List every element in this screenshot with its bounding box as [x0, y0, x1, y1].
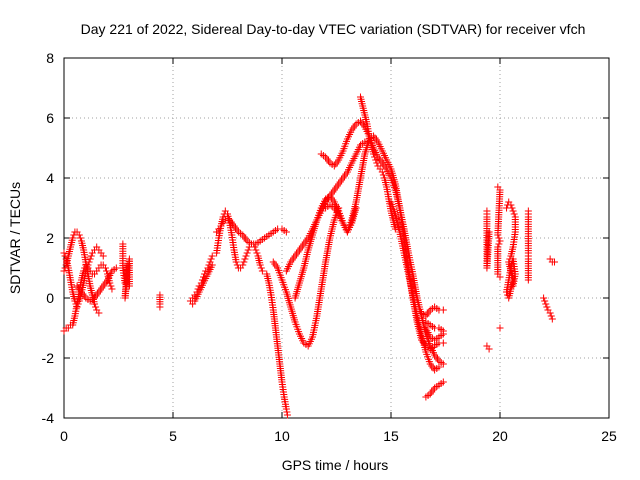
arc-h-point [251, 243, 259, 251]
arc-w-point [510, 210, 518, 218]
arc-h-point [243, 249, 251, 257]
arc-c-point [95, 309, 103, 317]
arc-p-point [371, 153, 379, 161]
arc-h-point [239, 261, 247, 269]
arc-p-point [378, 168, 386, 176]
arc-w-point [504, 291, 512, 299]
arc-v-point [495, 240, 503, 248]
arc-v-point [496, 237, 504, 245]
arc-w-point [508, 204, 516, 212]
arc-a-point [87, 252, 95, 260]
arc-t-point [439, 378, 447, 386]
arc-p-point [373, 159, 381, 167]
arc-i-point [282, 228, 290, 236]
y-axis-ticks: -4 -2 0 2 4 6 8 [42, 50, 609, 426]
arc-a-point [86, 255, 94, 263]
arc-s-point [439, 327, 447, 335]
arc-h-point [252, 246, 260, 254]
arc-c-point [92, 303, 100, 311]
arc-y-point [547, 312, 555, 320]
y-tick-label: 0 [46, 290, 54, 306]
arc-q-point [435, 363, 443, 371]
arc-h-point [242, 252, 250, 260]
x-tick-label: 0 [60, 428, 68, 444]
arc-c-point [69, 234, 77, 242]
arc-p-point [370, 150, 378, 158]
arc-e-point [125, 282, 133, 290]
y-tick-label: 8 [46, 50, 54, 66]
arc-j-point [283, 411, 291, 419]
arc-h-point [241, 255, 249, 263]
chart-title: Day 221 of 2022, Sidereal Day-to-day VTE… [81, 21, 586, 37]
arc-h-point [256, 261, 264, 269]
grid [64, 58, 609, 418]
arc-c-point [76, 234, 84, 242]
arc-p-point [372, 156, 380, 164]
arc-n-point [352, 204, 360, 212]
arc-c-point [61, 264, 69, 272]
x-tick-label: 15 [383, 428, 399, 444]
arc-y-point [542, 300, 550, 308]
y-tick-label: 2 [46, 230, 54, 246]
arc-v-point [495, 234, 503, 242]
arc-p-point [391, 225, 399, 233]
arc-h-point [232, 258, 240, 266]
arc-m-point [439, 339, 447, 347]
arc-v-point [494, 231, 502, 239]
arc-y-point [548, 315, 556, 323]
arc-v-point [496, 273, 504, 281]
y-tick-label: -2 [42, 350, 55, 366]
arc-c-point [91, 300, 99, 308]
arc-j-point [283, 408, 291, 416]
arc-w-point [509, 282, 517, 290]
x-tick-label: 25 [601, 428, 617, 444]
arc-y-point [551, 258, 558, 266]
arc-d-point [112, 264, 120, 272]
arc-h-point [257, 264, 265, 272]
arc-b-point [107, 282, 115, 290]
arc-w-point [509, 207, 517, 215]
x-tick-label: 5 [169, 428, 177, 444]
arc-f-point [156, 303, 164, 311]
arc-o-point [439, 360, 447, 368]
arc-h-point [244, 246, 252, 254]
arc-b-point [108, 285, 116, 293]
x-tick-label: 10 [274, 428, 290, 444]
arc-r-point [439, 306, 447, 314]
arc-v-point [496, 324, 504, 332]
arc-h-point [240, 258, 248, 266]
arc-b-point [101, 264, 109, 272]
arc-w-point [507, 201, 515, 209]
arc-g-point [208, 261, 216, 269]
arc-c-point [60, 267, 68, 275]
y-tick-label: 6 [46, 110, 54, 126]
arc-h-point [258, 267, 266, 275]
arc-h-point [253, 249, 261, 257]
arc-y-point [540, 294, 548, 302]
arc-b-point [80, 267, 88, 275]
arc-g-point [208, 252, 216, 260]
arc-y-point [541, 297, 549, 305]
y-tick-label: -4 [42, 410, 55, 426]
data-points [60, 93, 558, 419]
arc-u-point [485, 228, 493, 236]
arc-x-point [524, 276, 532, 284]
arc-c-point [75, 231, 83, 239]
arc-g-point [207, 255, 215, 263]
y-tick-label: 4 [46, 170, 54, 186]
y-axis-label: SDTVAR / TECUs [7, 182, 23, 294]
arc-u-point [485, 345, 493, 353]
x-axis-label: GPS time / hours [282, 457, 389, 473]
arc-y-point [543, 303, 551, 311]
arc-w-point [505, 294, 513, 302]
arc-j-point [282, 405, 290, 413]
arc-y-point [546, 309, 554, 317]
arc-p-point [379, 171, 387, 179]
arc-a-point [60, 249, 68, 257]
x-axis-ticks: 0 5 10 15 20 25 [60, 58, 617, 444]
x-tick-label: 20 [492, 428, 508, 444]
arc-a-point [99, 252, 107, 260]
